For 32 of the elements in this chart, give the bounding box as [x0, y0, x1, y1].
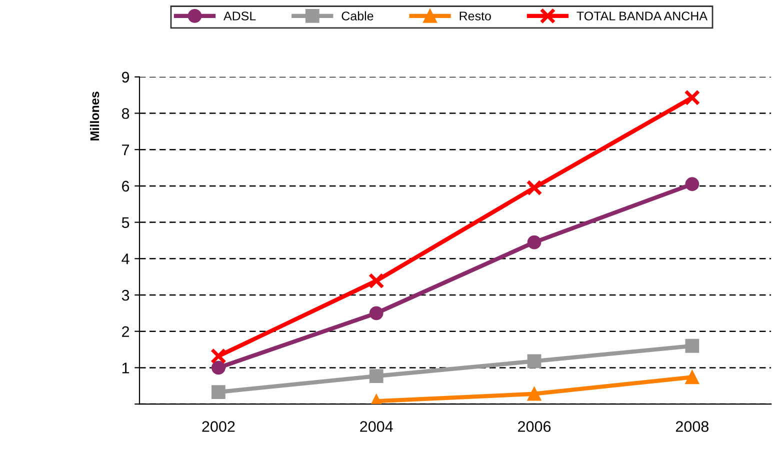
x-tick-label: 2006 [518, 421, 551, 432]
y-tick-label: 5 [122, 217, 130, 228]
point [527, 354, 542, 368]
point [369, 369, 384, 383]
point [210, 348, 226, 364]
point [527, 386, 542, 401]
point [527, 235, 542, 250]
y-tick-label: 2 [122, 326, 130, 337]
legend-label: Resto [460, 12, 491, 20]
x-tick-label: 2002 [202, 421, 235, 432]
point [685, 177, 700, 192]
legend-label: ADSL [224, 12, 256, 20]
x-tick-label: 2004 [360, 421, 393, 432]
y-tick-label: 1 [122, 362, 130, 374]
legend-label: Cable [342, 11, 374, 20]
point [526, 180, 542, 196]
point [212, 385, 226, 399]
point [684, 90, 700, 106]
point [685, 338, 700, 353]
y-tick-label: 9 [122, 72, 130, 83]
x-tick-label: 2008 [676, 421, 709, 432]
y-tick-label: 8 [122, 108, 130, 119]
point [212, 360, 226, 375]
point [685, 370, 700, 384]
y-tick-label: 3 [122, 290, 130, 301]
y-tick-label: 7 [122, 144, 130, 156]
y-tick-label: 6 [122, 180, 130, 192]
y-axis-title: Millones [90, 92, 100, 140]
y-tick-label: 4 [122, 254, 130, 264]
point [369, 306, 384, 320]
point [368, 272, 384, 289]
legend-label: TOTAL BANDA ANCHA [576, 12, 708, 20]
